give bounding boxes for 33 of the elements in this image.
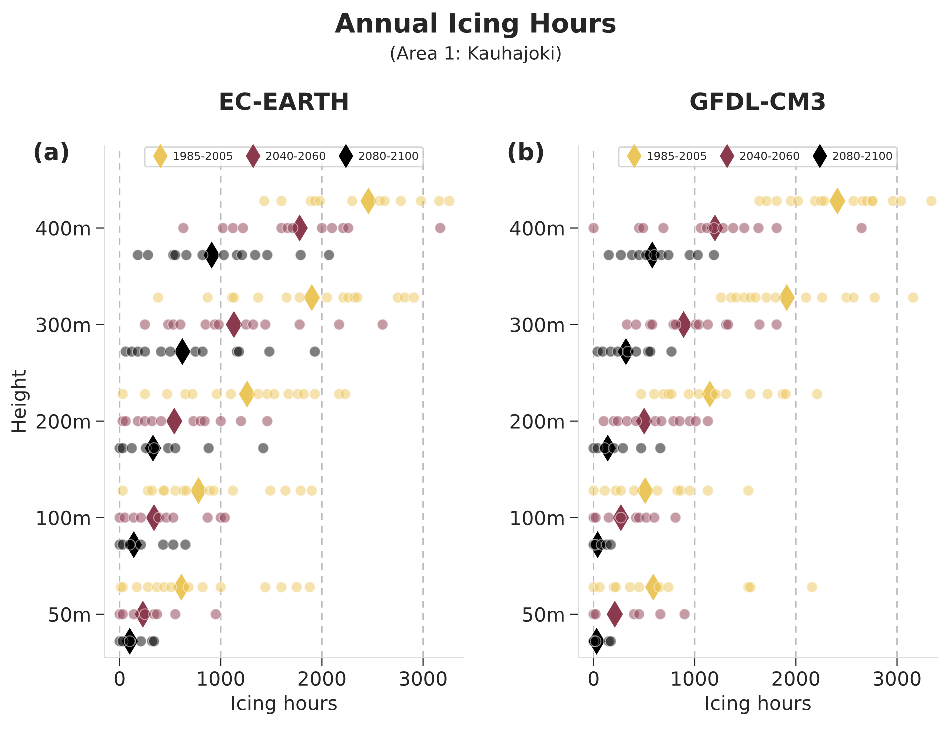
text: 1985-2005 [648,152,706,160]
legend-label: 1985-2005 [174,152,232,160]
x-tick-label: 3000 [400,671,447,686]
y-tick-label: 100m [38,510,90,526]
x-tick-label: 0 [588,671,599,686]
text: (b) [508,142,544,164]
text: Annual Icing Hours [335,12,616,38]
x-tick-label: 1000 [672,671,718,686]
legend-label: 2040-2060 [266,152,326,160]
y-tick-label: 200m [510,414,564,430]
legend-label: 2040-2060 [740,152,800,160]
legend-label: 2080-2100 [833,152,892,160]
y-tick-label: 300m [36,318,90,332]
text: (Area 1: Kauhajoki) [391,46,561,64]
x-tick-label: 0 [114,671,125,686]
y-tick-label: 100m [512,510,564,526]
y-tick-label: 50m [49,607,90,622]
y-tick-label: 400m [510,221,564,236]
x-axis-title: Icing hours [232,695,337,714]
y-tick-label: 300m [510,318,564,332]
chart-title: GFDL-CM3 [690,92,825,110]
y-tick-label: 200m [36,414,90,430]
chart-title: EC-EARTH [220,92,348,110]
y-axis-title: Height [11,370,30,432]
x-tick-label: 2000 [772,671,820,686]
y-tick-label: 50m [523,607,564,622]
x-tick-label: 2000 [298,671,346,686]
x-axis-title: Icing hours [706,695,811,714]
y-tick-label: 400m [36,221,90,236]
legend-label: 2080-2100 [359,152,418,160]
x-tick-label: 1000 [198,671,244,686]
text: (a) [34,142,68,164]
x-tick-label: 3000 [874,671,921,686]
